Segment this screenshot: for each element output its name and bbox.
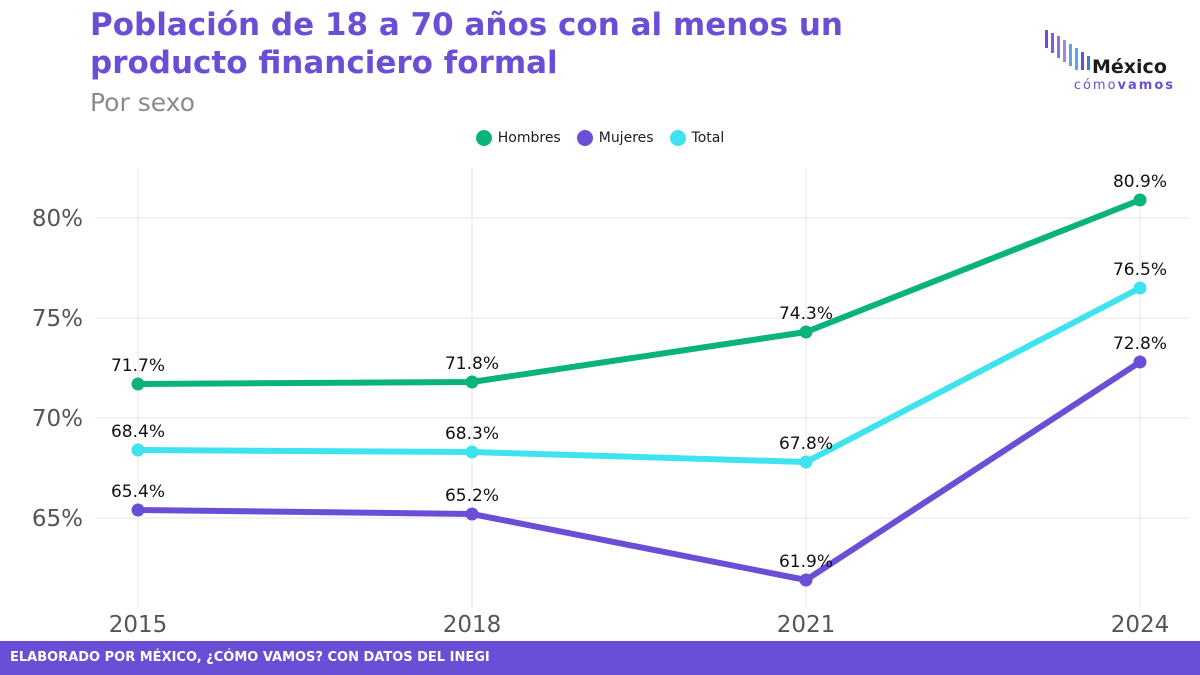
data-label-total: 68.4%	[111, 422, 165, 442]
line-chart: 65% 70% 75% 80% 2015 2018 2021 2024 71.7% 71.8% 74…	[32, 168, 1190, 638]
data-label-hombres: 74.3%	[779, 304, 833, 324]
data-label-total: 67.8%	[779, 434, 833, 454]
data-point-total	[465, 445, 479, 459]
y-tick-label: 75%	[32, 306, 83, 332]
data-point-mujeres	[131, 503, 145, 517]
legend-item-total: Total	[669, 130, 725, 146]
series-line-mujeres	[135, 359, 1143, 583]
data-label-mujeres: 61.9%	[779, 552, 833, 572]
legend-swatch	[669, 130, 686, 146]
legend-swatch	[475, 130, 492, 146]
series-line-total	[135, 285, 1143, 465]
legend-item-mujeres: Mujeres	[576, 130, 654, 146]
data-label-total: 76.5%	[1113, 260, 1167, 280]
data-point-total	[131, 443, 145, 457]
x-tick-label: 2021	[777, 612, 836, 638]
legend-label: Mujeres	[598, 130, 654, 146]
data-label-hombres: 80.9%	[1113, 172, 1167, 192]
series-line-hombres	[135, 197, 1143, 387]
data-point-mujeres	[465, 507, 479, 521]
data-point-hombres	[1133, 193, 1147, 207]
data-point-total	[1133, 281, 1147, 295]
data-label-hombres: 71.8%	[445, 354, 499, 374]
data-point-hombres	[799, 325, 813, 339]
data-point-total	[799, 455, 813, 469]
logo-tagline: cómovamos	[1040, 78, 1175, 93]
chart-legend: Hombres Mujeres Total	[0, 130, 1200, 146]
x-tick-label: 2024	[1111, 612, 1170, 638]
chart-subtitle: Por sexo	[90, 88, 195, 117]
data-label-mujeres: 65.2%	[445, 486, 499, 506]
logo-name: México	[1092, 56, 1167, 78]
y-tick-label: 70%	[32, 406, 83, 432]
brand-logo: México cómovamos	[1040, 28, 1180, 98]
footer-bar: ELABORADO POR MÉXICO, ¿CÓMO VAMOS? CON D…	[0, 641, 1200, 675]
chart-title: Población de 18 a 70 años con al menos u…	[90, 7, 843, 81]
footer-source: ELABORADO POR MÉXICO, ¿CÓMO VAMOS? CON D…	[10, 650, 490, 665]
data-point-mujeres	[799, 573, 813, 587]
legend-swatch	[576, 130, 593, 146]
legend-label: Hombres	[497, 130, 561, 146]
logo-bars-icon	[1045, 30, 1090, 70]
x-tick-label: 2018	[443, 612, 502, 638]
data-label-total: 68.3%	[445, 424, 499, 444]
legend-label: Total	[691, 130, 725, 146]
legend-item-hombres: Hombres	[475, 130, 561, 146]
x-tick-label: 2015	[109, 612, 168, 638]
data-label-mujeres: 72.8%	[1113, 334, 1167, 354]
data-point-mujeres	[1133, 355, 1147, 369]
y-tick-label: 65%	[32, 506, 83, 532]
logo-tag-bold: vamos	[1117, 78, 1175, 93]
logo-tag-light: cómo	[1073, 78, 1118, 93]
data-label-hombres: 71.7%	[111, 356, 165, 376]
y-tick-label: 80%	[32, 206, 83, 232]
data-point-hombres	[131, 377, 145, 391]
data-label-mujeres: 65.4%	[111, 482, 165, 502]
data-point-hombres	[465, 375, 479, 389]
